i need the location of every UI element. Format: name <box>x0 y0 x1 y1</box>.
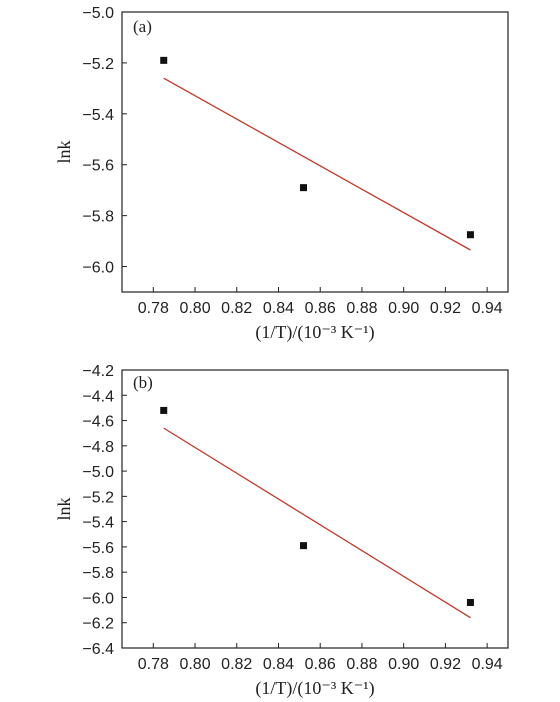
x-tick-label: 0.92 <box>430 300 461 317</box>
x-axis-title: (1/T)/(10⁻³ K⁻¹) <box>255 322 374 343</box>
x-tick-label: 0.82 <box>221 656 252 673</box>
plot-frame <box>121 11 509 293</box>
y-tick-label: −5.2 <box>82 489 114 506</box>
plot-frame <box>121 369 509 649</box>
x-tick-label: 0.80 <box>179 300 210 317</box>
y-tick-label: −5.0 <box>82 5 114 22</box>
x-tick-label: 0.84 <box>263 656 294 673</box>
data-point <box>160 56 168 64</box>
x-tick-label: 0.84 <box>263 300 294 317</box>
y-tick-label: −5.2 <box>82 56 114 73</box>
y-tick-label: −6.0 <box>82 260 114 277</box>
x-tick-label: 0.86 <box>305 656 336 673</box>
y-tick-label: −5.4 <box>82 107 114 124</box>
x-tick-label: 0.86 <box>305 300 336 317</box>
data-point <box>160 406 168 414</box>
data-point <box>466 599 474 607</box>
x-tick-label: 0.90 <box>388 656 419 673</box>
y-tick-label: −6.0 <box>82 590 114 607</box>
data-point <box>300 542 308 550</box>
y-tick-label: −5.6 <box>82 158 114 175</box>
y-tick-label: −4.4 <box>82 388 114 405</box>
chart-panel-a: 0.78 0.80 0.82 0.84 0.86 0.88 0.90 0.92 0.94 −5.0… <box>54 5 509 343</box>
x-tick-label: 0.88 <box>346 300 377 317</box>
x-tick-label: 0.88 <box>346 656 377 673</box>
fit-line <box>163 427 471 619</box>
y-tick-label: −4.6 <box>82 414 114 431</box>
x-tick-label: 0.82 <box>221 300 252 317</box>
y-tick-label: −5.6 <box>82 540 114 557</box>
x-tick-label: 0.78 <box>138 300 169 317</box>
y-tick-label: −5.0 <box>82 464 114 481</box>
panel-label: (b) <box>133 373 153 392</box>
panel-label: (a) <box>133 17 152 36</box>
y-axis-title: lnk <box>54 140 74 163</box>
x-tick-label: 0.78 <box>138 656 169 673</box>
data-point <box>466 231 474 239</box>
y-tick-label: −6.4 <box>82 641 114 658</box>
y-tick-label: −4.2 <box>82 363 114 380</box>
x-tick-label: 0.94 <box>472 656 503 673</box>
x-axis-title: (1/T)/(10⁻³ K⁻¹) <box>255 678 374 699</box>
y-tick-label: −5.4 <box>82 515 114 532</box>
x-tick-label: 0.80 <box>179 656 210 673</box>
x-tick-label: 0.94 <box>472 300 503 317</box>
x-tick-label: 0.92 <box>430 656 461 673</box>
y-tick-label: −5.8 <box>82 565 114 582</box>
fit-line <box>163 77 471 251</box>
y-tick-label: −5.8 <box>82 209 114 226</box>
y-tick-label: −4.8 <box>82 439 114 456</box>
y-axis-title: lnk <box>54 497 74 520</box>
data-point <box>300 184 308 192</box>
chart-panel-b: 0.78 0.80 0.82 0.84 0.86 0.88 0.90 0.92 0.94 −4.2… <box>54 363 509 699</box>
x-tick-label: 0.90 <box>388 300 419 317</box>
y-tick-label: −6.2 <box>82 616 114 633</box>
